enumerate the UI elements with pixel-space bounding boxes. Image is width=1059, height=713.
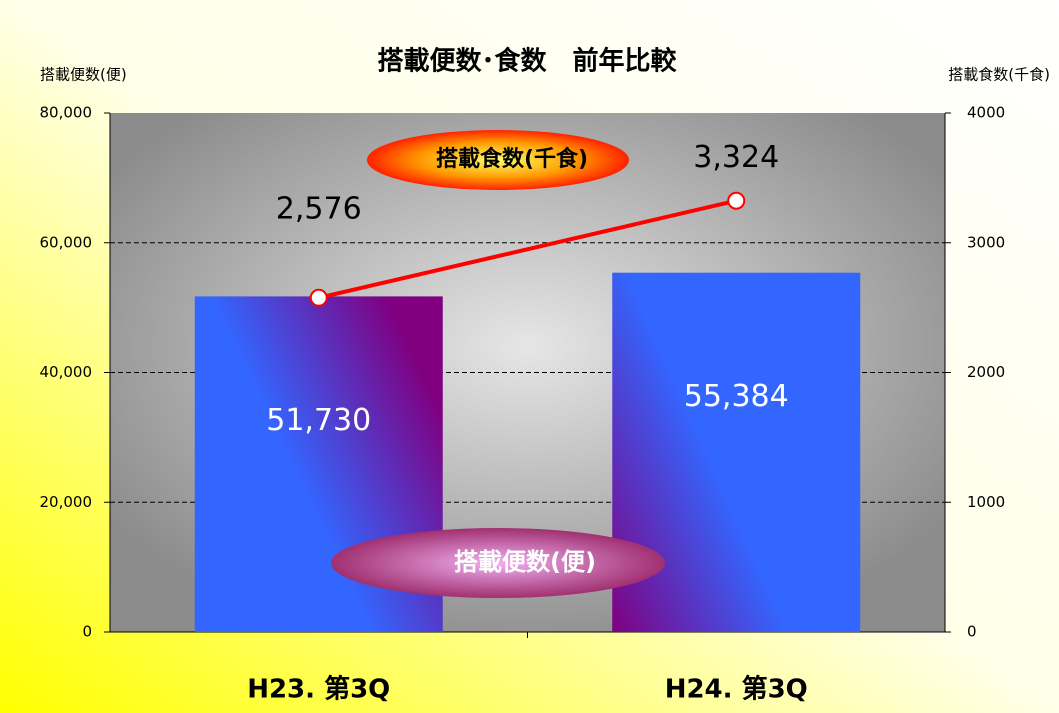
- y-tick-label: 0: [82, 623, 92, 641]
- x-tick-label: H23. 第3Q: [247, 674, 390, 705]
- line-value-label: 3,324: [693, 140, 779, 175]
- bar-value-label: 51,730: [266, 403, 371, 438]
- y2-tick-label: 1000: [967, 493, 1005, 511]
- y2-tick-label: 3000: [967, 233, 1005, 251]
- y2-tick-label: 2000: [967, 363, 1005, 381]
- bar: [612, 272, 861, 632]
- y2-tick-label: 0: [967, 623, 977, 641]
- y-tick-label: 20,000: [40, 493, 93, 511]
- bar-value-label: 55,384: [684, 379, 789, 414]
- legend-oval: [367, 130, 629, 190]
- legend-oval: [331, 528, 665, 598]
- line: [318, 198, 737, 300]
- y-axis-label: 搭載便数(便): [40, 66, 127, 84]
- x-tick-label: H24. 第3Q: [665, 674, 808, 705]
- y2-axis-label: 搭載食数(千食): [948, 66, 1050, 84]
- legend-label: 搭載食数(千食): [436, 146, 588, 172]
- y-tick-label: 40,000: [40, 363, 93, 381]
- y2-tick-label: 4000: [967, 104, 1005, 122]
- line-value-label: 2,576: [276, 191, 362, 226]
- y-tick-label: 60,000: [40, 233, 93, 251]
- y-tick-label: 80,000: [40, 104, 93, 122]
- chart-title: 搭載便数･食数 前年比較: [377, 46, 677, 77]
- line-marker: [309, 288, 328, 307]
- legend-label: 搭載便数(便): [454, 548, 596, 576]
- line-marker: [727, 191, 746, 210]
